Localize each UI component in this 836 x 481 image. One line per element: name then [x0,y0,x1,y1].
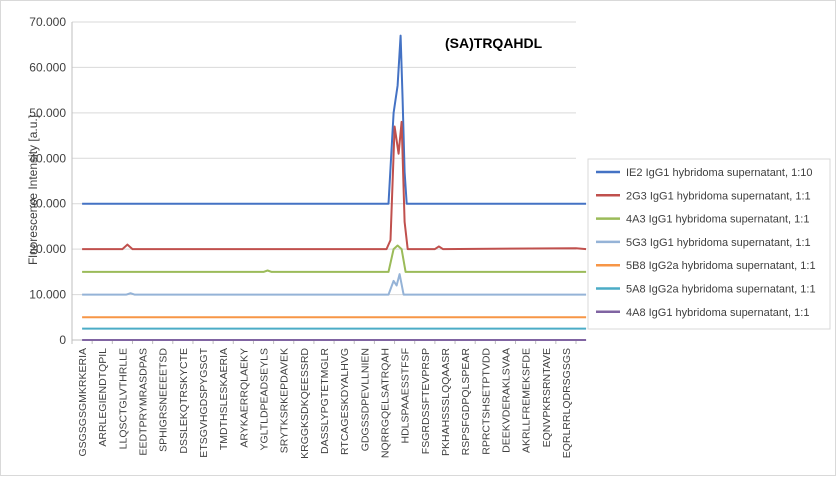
x-tick-label: EEDTPRYMRASDPAS [138,348,150,456]
x-tick-label: NQRRGQELSATRQAH [379,348,391,458]
legend: IE2 IgG1 hybridoma supernatant, 1:10 2G3 … [596,167,816,319]
y-tick-label: 30.000 [29,197,66,211]
x-tick-label: TMDTHSLESKAERIA [218,348,230,450]
x-tick-label: ETSGVHGDSPYGSGT [198,347,210,457]
peak-annotation: (SA)TRQAHDL [445,35,543,51]
legend-label-4: 5G3 IgG1 hybridoma supernatant, 1:1 [626,237,811,249]
series-line-3 [82,244,587,273]
x-tick-label: EQNVPKRSRNTAVE [541,348,553,447]
x-tick-label: HDLSPAAESSTFSF [400,348,412,444]
legend-label-6: 5A8 IgG2a hybridoma supernatant, 1:1 [626,284,816,296]
x-tick-label: KRGGKSDKQEESSRD [299,348,311,459]
y-tick-label: 40.000 [29,151,66,165]
x-tick-label: DSSLEKQTRSKYCTE [178,348,190,454]
x-tick-label: RSPSFGDPQLSPEAR [460,348,472,456]
x-tick-label: AKRLLFREMEKSFDE [521,348,533,453]
x-tick-label: ARRLEGIENDTQPIL [97,348,109,447]
y-tick-label: 10.000 [29,288,66,302]
x-tick-label: EQRLRRLQDRSGSGS [561,348,573,458]
y-tick-label: 20.000 [29,242,66,256]
series-line-1 [82,34,587,205]
x-tick-label: GDGSSDPEVLLNIEN [359,348,371,451]
y-tick-label: 0 [59,333,66,347]
legend-box [587,158,831,330]
series-line-2 [82,120,587,251]
x-tick-label: DASSLYPGTETMGLR [319,348,331,454]
x-tick-label: FSGRDSSFTEVPRSP [420,348,432,454]
x-tick-label: YGLTLDPEADSEYLS [259,348,271,451]
x-tick-label: RTCAGESKDYALHVG [339,348,351,455]
y-tick-label: 70.000 [29,15,66,29]
x-tick-label: ARYKAERRQLAEKY [238,348,250,448]
x-tick-label: DEEKVDERAKLSVAA [500,348,512,453]
x-tick-label: LLQSCTGLVTHRLLE [117,348,129,449]
legend-label-2: 2G3 IgG1 hybridoma supernatant, 1:1 [626,190,811,202]
x-tick-label: SPHIGRSNEEEETSD [158,348,170,452]
legend-label-3: 4A3 IgG1 hybridoma supernatant, 1:1 [626,214,809,226]
y-axis-label: Fluorescence Intensity [a.u.] [26,115,40,265]
series-line-4 [82,273,587,296]
legend-label-1: IE2 IgG1 hybridoma supernatant, 1:10 [626,167,813,179]
y-tick-label: 50.000 [29,106,66,120]
x-tick-label: GSGSGSGMKRKERIA [77,348,89,457]
x-tick-label: RPRCTSHSETPTVDD [480,348,492,455]
x-tick-label: PKHAHSSSLQQAASR [440,348,452,456]
legend-label-5: 5B8 IgG2a hybridoma supernatant, 1:1 [626,260,816,272]
x-tick-label: SRYTKSRKEPDAVEK [279,348,291,453]
legend-label-7: 4A8 IgG1 hybridoma supernatant, 1:1 [626,307,809,319]
y-tick-label: 60.000 [29,60,66,74]
